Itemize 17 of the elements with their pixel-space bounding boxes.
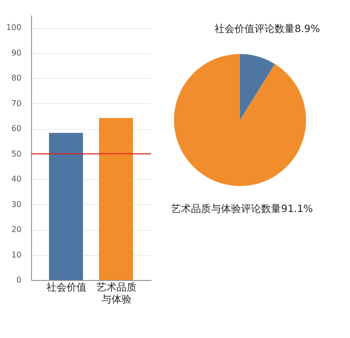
slice-label: 社会价值评论数量8.9%	[214, 23, 320, 35]
y-tick-label: 10	[11, 250, 22, 260]
x-tick-label: 社会价值	[46, 282, 86, 294]
y-tick-label: 40	[11, 174, 22, 184]
y-tick-label: 0	[16, 276, 22, 284]
y-tick-label: 100	[6, 23, 22, 32]
y-tick-label: 20	[11, 225, 22, 234]
x-tick-label: 艺术品质与体验	[96, 282, 136, 306]
y-tick-label: 50	[11, 149, 22, 158]
pie-slice	[174, 54, 306, 186]
y-tick-label: 90	[11, 48, 22, 58]
pie-slice	[240, 54, 276, 120]
y-tick-label: 70	[11, 98, 22, 108]
y-tick-label: 30	[11, 200, 22, 209]
slice-label: 艺术品质与体验评论数量91.1%	[171, 203, 313, 215]
y-tick-label: 60	[11, 124, 22, 134]
y-tick-label: 80	[11, 74, 22, 83]
